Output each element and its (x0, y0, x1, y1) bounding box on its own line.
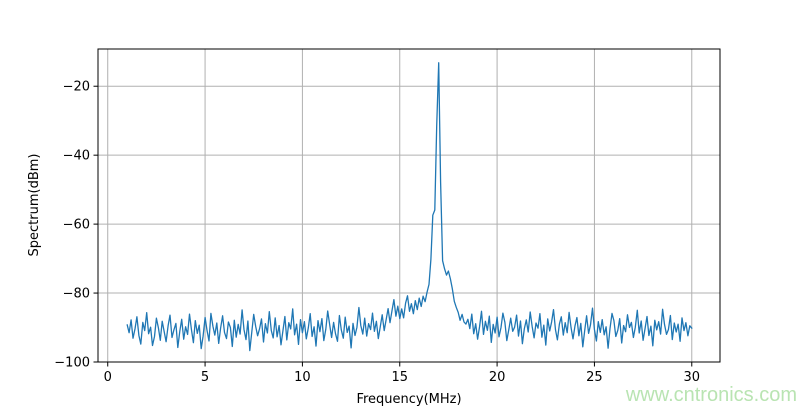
y-tick-label: −60 (63, 218, 90, 233)
watermark: www.cntronics.com (625, 384, 797, 406)
y-tick-label: −80 (63, 287, 90, 302)
grid-lines (98, 49, 720, 363)
x-tick-label: 10 (294, 370, 311, 385)
x-tick-label: 5 (201, 370, 209, 385)
y-axis-label: Spectrum(dBm) (27, 154, 42, 257)
x-tick-label: 0 (104, 370, 112, 385)
x-axis-ticks: 0 5 10 15 20 25 30 (104, 362, 700, 385)
x-tick-label: 20 (489, 370, 506, 385)
x-tick-label: 15 (391, 370, 408, 385)
y-tick-label: −40 (63, 149, 90, 164)
x-tick-label: 25 (586, 370, 603, 385)
spectrum-trace (126, 62, 693, 352)
y-tick-label: −20 (63, 80, 90, 95)
x-axis-label: Frequency(MHz) (356, 392, 461, 407)
x-tick-label: 30 (683, 370, 700, 385)
y-axis-ticks: −20 −40 −60 −80 −100 (54, 80, 98, 371)
y-tick-label: −100 (54, 356, 90, 371)
plot-border (97, 48, 721, 363)
